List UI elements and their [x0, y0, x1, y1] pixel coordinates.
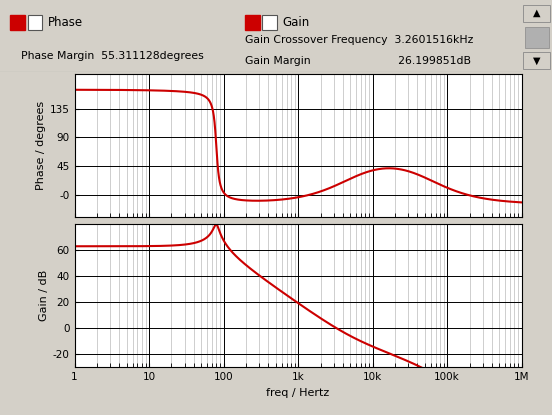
- Text: Phase Margin  55.311128degrees: Phase Margin 55.311128degrees: [21, 51, 204, 61]
- Y-axis label: Phase / degrees: Phase / degrees: [36, 101, 46, 190]
- Text: Phase: Phase: [47, 16, 83, 29]
- Y-axis label: Gain / dB: Gain / dB: [39, 270, 49, 321]
- Bar: [10, 15, 25, 30]
- Text: ▲: ▲: [533, 8, 540, 18]
- X-axis label: freq / Hertz: freq / Hertz: [267, 388, 330, 398]
- Text: Gain Margin                         26.199851dB: Gain Margin 26.199851dB: [245, 56, 471, 66]
- Text: ▼: ▼: [533, 56, 540, 66]
- Text: Gain Crossover Frequency  3.2601516kHz: Gain Crossover Frequency 3.2601516kHz: [245, 35, 474, 45]
- Bar: [262, 15, 277, 30]
- Bar: [28, 15, 43, 30]
- Bar: [245, 15, 260, 30]
- Bar: [524, 27, 549, 48]
- Bar: [523, 5, 550, 22]
- Bar: [523, 52, 550, 69]
- Text: Gain: Gain: [282, 16, 310, 29]
